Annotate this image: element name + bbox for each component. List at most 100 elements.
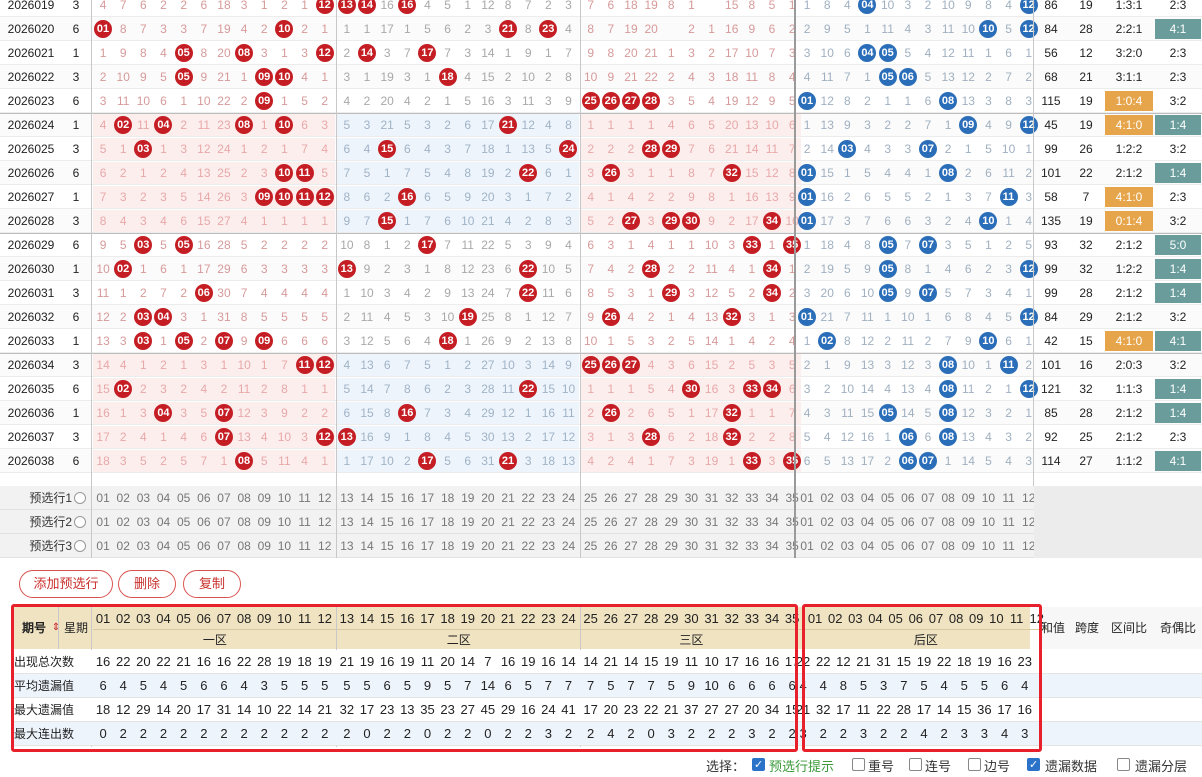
presel-front-number[interactable]: 14 xyxy=(360,491,374,505)
presel-front-number[interactable]: 27 xyxy=(624,539,638,553)
presel-back-number[interactable]: 03 xyxy=(840,539,855,553)
presel-front-number[interactable]: 33 xyxy=(745,515,759,529)
presel-front-number[interactable]: 15 xyxy=(380,539,394,553)
presel-front-number[interactable]: 03 xyxy=(136,515,151,529)
presel-back-number[interactable]: 10 xyxy=(981,539,996,553)
presel-front-number[interactable]: 25 xyxy=(583,515,598,529)
presel-front-number[interactable]: 22 xyxy=(521,539,535,553)
presel-front-number[interactable]: 09 xyxy=(257,515,271,529)
presel-back-number[interactable]: 03 xyxy=(840,491,855,505)
presel-back-number[interactable]: 02 xyxy=(820,491,834,505)
presel-front-number[interactable]: 10 xyxy=(277,491,292,505)
presel-front-number[interactable]: 34 xyxy=(765,515,779,529)
presel-front-number[interactable]: 02 xyxy=(116,539,130,553)
presel-front-number[interactable]: 17 xyxy=(420,491,435,505)
presel-back-number[interactable]: 09 xyxy=(961,515,975,529)
presel-back-number[interactable]: 12 xyxy=(1022,491,1036,505)
presel-front-number[interactable]: 28 xyxy=(644,491,658,505)
presel-front-number[interactable]: 11 xyxy=(298,515,311,529)
presel-back-number[interactable]: 05 xyxy=(880,515,895,529)
presel-front-number[interactable]: 01 xyxy=(96,539,110,553)
option-label[interactable]: 连号 xyxy=(925,759,952,774)
presel-front-number[interactable]: 31 xyxy=(704,539,719,553)
presel-front-number[interactable]: 29 xyxy=(664,539,678,553)
presel-radio[interactable] xyxy=(74,540,86,552)
presel-front-number[interactable]: 18 xyxy=(440,515,455,529)
option-checkbox[interactable] xyxy=(752,758,765,771)
presel-front-number[interactable]: 26 xyxy=(604,539,618,553)
presel-front-number[interactable]: 03 xyxy=(136,539,151,553)
presel-front-number[interactable]: 25 xyxy=(583,491,598,505)
presel-radio[interactable] xyxy=(74,492,86,504)
presel-front-number[interactable]: 26 xyxy=(604,515,618,529)
presel-front-number[interactable]: 07 xyxy=(217,491,231,505)
presel-front-number[interactable]: 21 xyxy=(501,491,515,505)
presel-front-number[interactable]: 11 xyxy=(298,539,311,553)
presel-front-number[interactable]: 34 xyxy=(765,539,779,553)
presel-front-number[interactable]: 08 xyxy=(237,515,251,529)
presel-back-number[interactable]: 02 xyxy=(820,539,834,553)
presel-front-number[interactable]: 10 xyxy=(277,539,292,553)
presel-front-number[interactable]: 19 xyxy=(461,491,475,505)
presel-front-number[interactable]: 26 xyxy=(604,491,618,505)
presel-front-number[interactable]: 05 xyxy=(176,539,191,553)
presel-front-number[interactable]: 19 xyxy=(461,539,475,553)
option-label[interactable]: 遗漏分层 xyxy=(1135,759,1188,774)
sort-icon[interactable]: ⇕ xyxy=(51,622,61,633)
presel-front-number[interactable]: 25 xyxy=(583,539,598,553)
presel-back-number[interactable]: 07 xyxy=(921,515,935,529)
presel-front-number[interactable]: 06 xyxy=(197,539,211,553)
presel-front-number[interactable]: 16 xyxy=(400,539,414,553)
presel-front-number[interactable]: 17 xyxy=(420,515,435,529)
option-label[interactable]: 遗漏数据 xyxy=(1045,759,1098,774)
presel-front-number[interactable]: 04 xyxy=(156,491,171,505)
presel-front-number[interactable]: 13 xyxy=(340,491,354,505)
presel-front-number[interactable]: 29 xyxy=(664,491,678,505)
presel-front-number[interactable]: 32 xyxy=(725,539,739,553)
presel-front-number[interactable]: 31 xyxy=(704,491,719,505)
presel-front-number[interactable]: 09 xyxy=(257,539,271,553)
presel-front-number[interactable]: 21 xyxy=(501,539,515,553)
option-label[interactable]: 边号 xyxy=(984,759,1011,774)
presel-front-number[interactable]: 34 xyxy=(765,491,779,505)
presel-back-number[interactable]: 12 xyxy=(1022,515,1036,529)
presel-front-number[interactable]: 01 xyxy=(96,491,110,505)
presel-front-number[interactable]: 03 xyxy=(136,491,151,505)
presel-front-number[interactable]: 32 xyxy=(725,491,739,505)
presel-front-number[interactable]: 12 xyxy=(318,539,332,553)
presel-front-number[interactable]: 17 xyxy=(420,539,435,553)
presel-back-number[interactable]: 06 xyxy=(901,515,915,529)
presel-back-number[interactable]: 10 xyxy=(981,491,996,505)
presel-back-number[interactable]: 10 xyxy=(981,515,996,529)
presel-front-number[interactable]: 14 xyxy=(360,515,374,529)
presel-front-number[interactable]: 28 xyxy=(644,539,658,553)
presel-front-number[interactable]: 30 xyxy=(684,515,699,529)
presel-back-number[interactable]: 05 xyxy=(880,491,895,505)
presel-back-number[interactable]: 08 xyxy=(941,491,955,505)
option-checkbox[interactable] xyxy=(909,758,922,771)
option-checkbox[interactable] xyxy=(852,758,865,771)
presel-front-number[interactable]: 32 xyxy=(725,515,739,529)
presel-back-number[interactable]: 04 xyxy=(860,491,875,505)
presel-front-number[interactable]: 01 xyxy=(96,515,110,529)
presel-front-number[interactable]: 22 xyxy=(521,491,535,505)
presel-front-number[interactable]: 04 xyxy=(156,515,171,529)
presel-front-number[interactable]: 15 xyxy=(380,491,394,505)
presel-front-number[interactable]: 02 xyxy=(116,491,130,505)
presel-back-number[interactable]: 12 xyxy=(1022,539,1036,553)
presel-front-number[interactable]: 27 xyxy=(624,491,638,505)
presel-front-number[interactable]: 02 xyxy=(116,515,130,529)
presel-front-number[interactable]: 13 xyxy=(340,539,354,553)
option-checkbox[interactable] xyxy=(968,758,981,771)
presel-front-number[interactable]: 18 xyxy=(440,491,455,505)
presel-front-number[interactable]: 07 xyxy=(217,539,231,553)
presel-back-number[interactable]: 07 xyxy=(921,539,935,553)
presel-radio[interactable] xyxy=(74,516,86,528)
option-label[interactable]: 重号 xyxy=(868,759,895,774)
presel-back-number[interactable]: 07 xyxy=(921,491,935,505)
presel-front-number[interactable]: 29 xyxy=(664,515,678,529)
presel-back-number[interactable]: 04 xyxy=(860,539,875,553)
presel-front-number[interactable]: 23 xyxy=(541,539,556,553)
presel-front-number[interactable]: 12 xyxy=(318,491,332,505)
presel-front-number[interactable]: 24 xyxy=(561,491,576,505)
